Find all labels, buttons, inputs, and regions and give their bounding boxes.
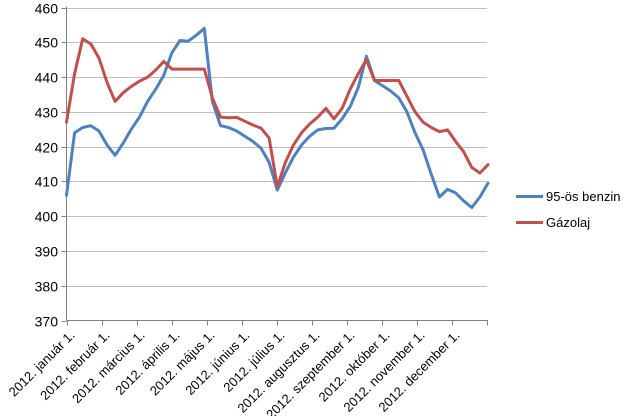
legend-line-swatch-gazolaj <box>516 220 543 224</box>
y-tick-label: 420 <box>35 140 59 156</box>
y-tick-label: 450 <box>35 35 59 51</box>
y-tick-label: 460 <box>35 1 59 17</box>
legend-item-benzin: 95-ös benzin <box>516 183 620 209</box>
legend-item-gazolaj: Gázolaj <box>516 209 620 235</box>
y-tick-label: 380 <box>35 279 59 295</box>
series-line-gazolaj <box>65 37 490 189</box>
y-tick-label: 390 <box>35 244 59 260</box>
y-tick-label: 370 <box>35 314 59 330</box>
series-line-benzin <box>65 26 490 209</box>
y-tick-label: 430 <box>35 105 59 121</box>
legend: 95-ös benzin Gázolaj <box>516 183 620 235</box>
legend-label-benzin: 95-ös benzin <box>546 188 621 204</box>
legend-line-swatch-benzin <box>516 194 543 198</box>
legend-label-gazolaj: Gázolaj <box>546 214 591 230</box>
y-tick-label: 440 <box>35 70 59 86</box>
y-tick-label: 400 <box>35 209 59 225</box>
y-tick-label: 410 <box>35 174 59 190</box>
